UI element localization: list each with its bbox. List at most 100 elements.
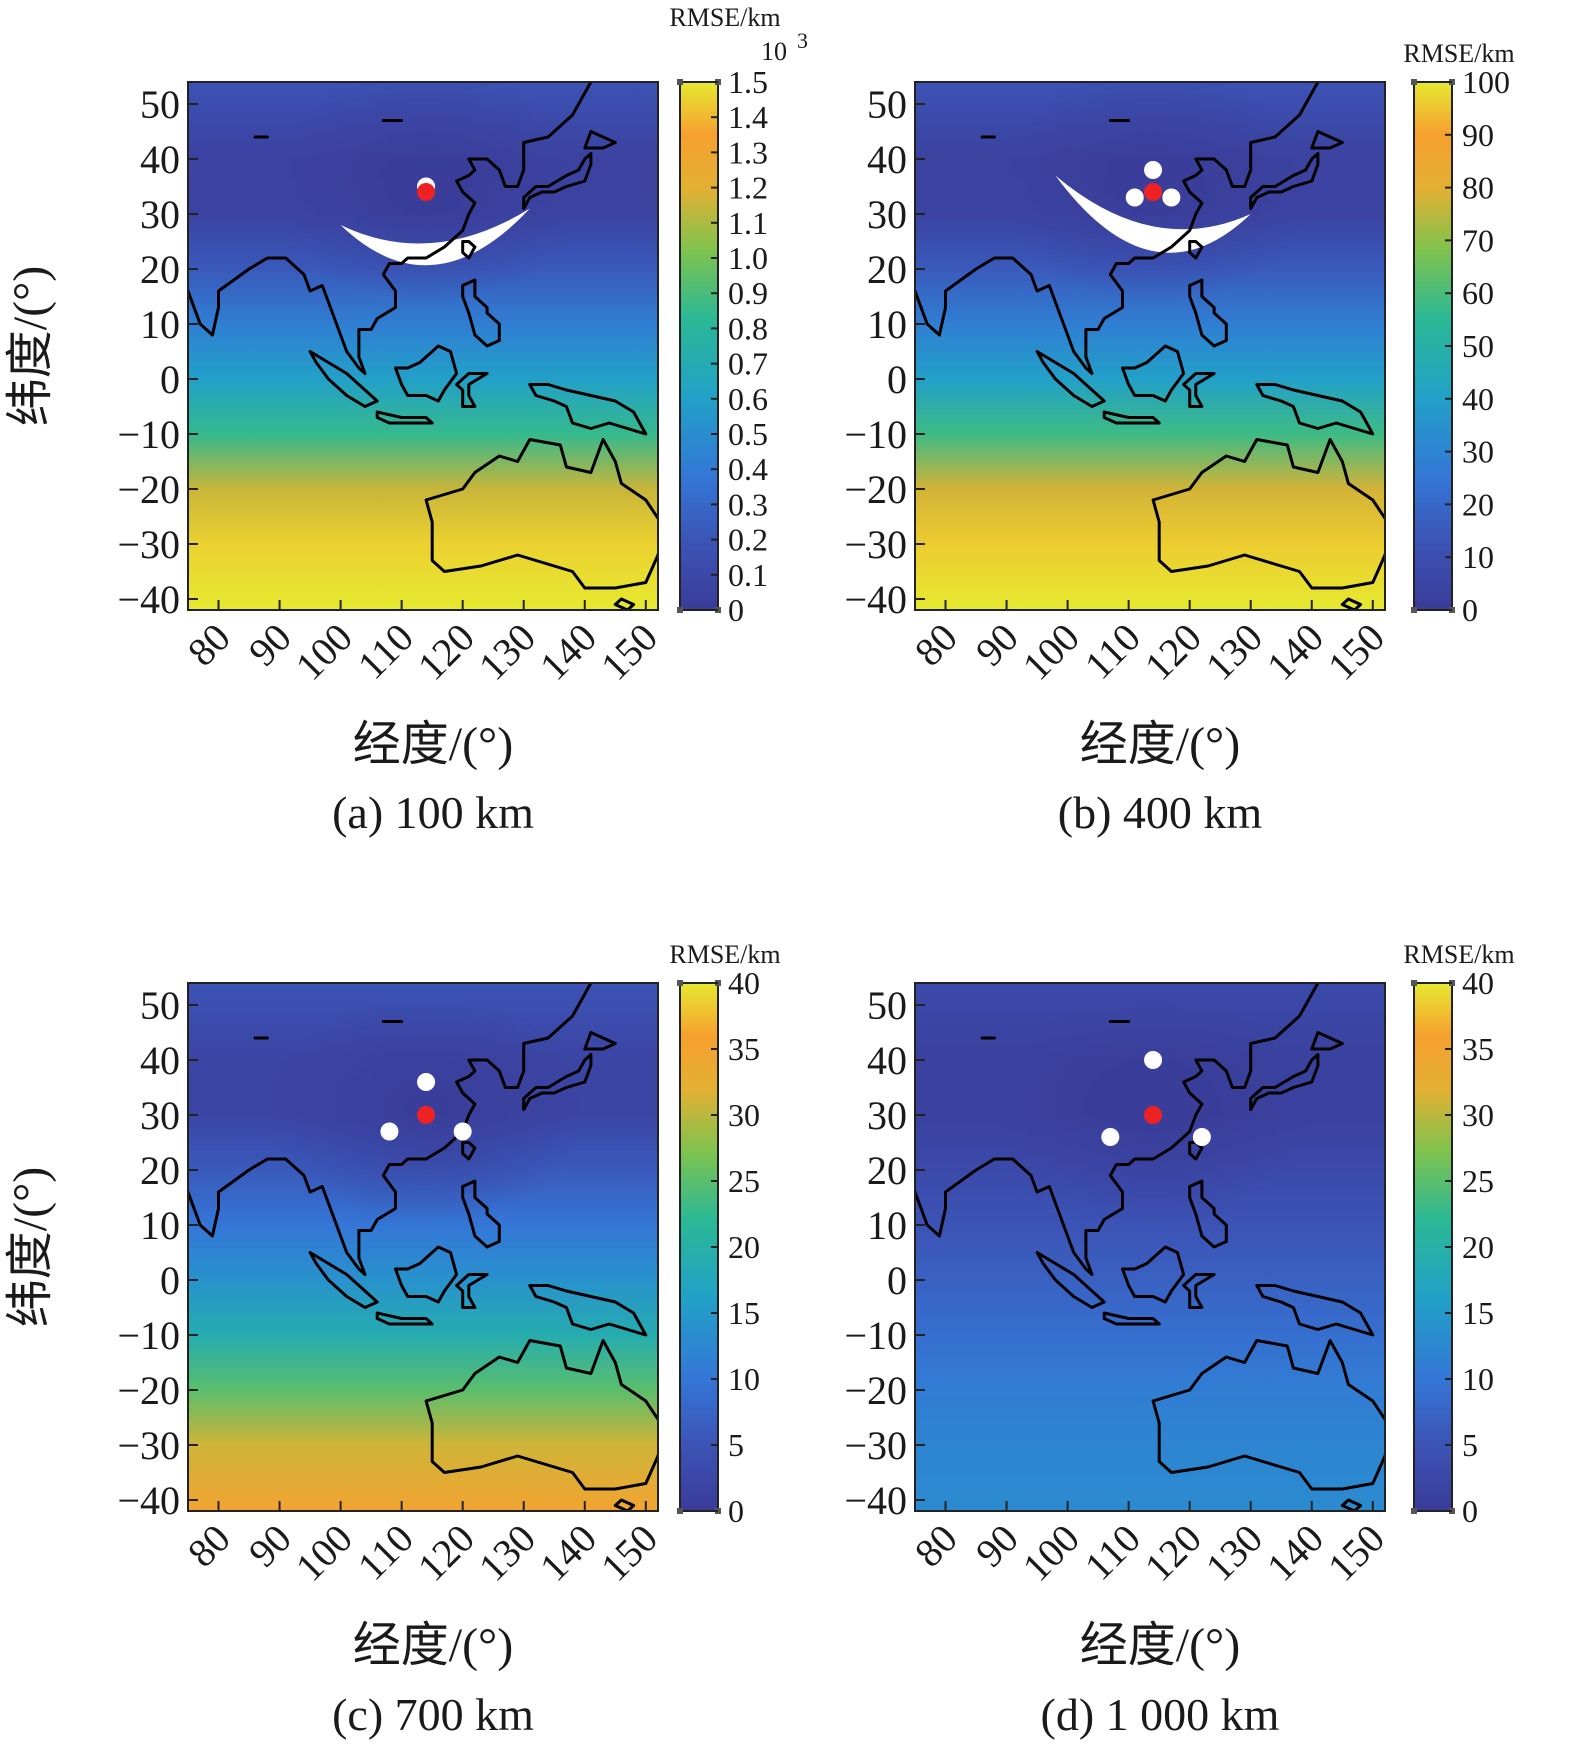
colorbar-unit-label: RMSE/km: [669, 3, 780, 32]
y-tick-label: 50: [140, 983, 180, 1028]
x-tick-label: 120: [1136, 615, 1210, 689]
y-tick-label: −20: [844, 467, 907, 512]
y-tick-label: 20: [867, 247, 907, 292]
y-axis-label: 纬度/(°): [4, 266, 57, 427]
coastline: [1035, 350, 1106, 408]
panel-caption: (a) 100 km: [332, 787, 534, 838]
colorbar-tick-label: 20: [728, 1229, 760, 1265]
y-tick-label: 0: [887, 1258, 907, 1303]
x-tick-label: 130: [1197, 615, 1271, 689]
coastline: [1188, 1179, 1228, 1249]
coastline: [375, 1311, 434, 1326]
coastline: [424, 438, 658, 590]
coastline: [1121, 344, 1186, 403]
colorbar-tick-label: 0.3: [728, 486, 768, 522]
y-tick-label: 40: [867, 1038, 907, 1083]
colorbar-tick-label: 0.7: [728, 346, 768, 382]
y-tick-label: 20: [140, 1148, 180, 1193]
coastline: [461, 278, 501, 348]
coastline: [461, 1141, 477, 1161]
y-tick-label: −20: [117, 1368, 180, 1413]
panel-c: 80 9010011012013014015050403020100−10−20−…: [4, 940, 781, 1740]
plot-frame: [914, 982, 1386, 1512]
plot-frame: [187, 982, 659, 1512]
colorbar-tick-label: 5: [1462, 1427, 1478, 1463]
colorbar-tick-label: 35: [728, 1031, 760, 1067]
coastline: [375, 410, 434, 425]
y-tick-label: −10: [844, 412, 907, 457]
coastline: [528, 1284, 648, 1337]
x-tick-label: 130: [1197, 1516, 1271, 1590]
y-tick-label: 50: [867, 983, 907, 1028]
y-tick-label: −10: [117, 1313, 180, 1358]
colorbar-tick-label: 60: [1462, 275, 1494, 311]
colorbar-tick-label: 25: [1462, 1163, 1494, 1199]
x-tick-label: 130: [470, 1516, 544, 1590]
x-axis-label: 经度/(°): [1080, 718, 1241, 771]
colorbar-tick-label: 90: [1462, 117, 1494, 153]
y-tick-label: 10: [140, 302, 180, 347]
coastline: [1188, 278, 1228, 348]
coastline: [188, 983, 593, 1276]
coastline: [522, 152, 593, 210]
y-tick-label: −30: [117, 1423, 180, 1468]
colorbar-tick-label: 10: [1462, 1361, 1494, 1397]
colorbar-tick-label: 10: [728, 1361, 760, 1397]
colorbar-tick-label: 70: [1462, 222, 1494, 258]
y-tick-label: 40: [140, 1038, 180, 1083]
colorbar-tick-label: 0.1: [728, 557, 768, 593]
coastline: [915, 82, 1320, 375]
y-tick-label: −30: [117, 522, 180, 567]
colorbar-corner: [1411, 980, 1417, 986]
x-axis-label: 经度/(°): [353, 1619, 514, 1672]
x-tick-label: 110: [349, 615, 422, 688]
x-tick-label: 90: [240, 615, 300, 675]
coastline: [1340, 597, 1363, 610]
panel-a: 80 9010011012013014015050403020100−10−20−…: [4, 3, 808, 838]
x-tick-label: 140: [531, 615, 605, 689]
x-axis-label: 经度/(°): [1080, 1619, 1241, 1672]
x-tick-label: 120: [409, 1516, 483, 1590]
coastline: [1151, 1339, 1385, 1491]
colorbar-tick-label: 0.4: [728, 451, 768, 487]
colorbar-tick-label: 0.8: [728, 310, 768, 346]
panel-caption: (c) 700 km: [332, 1689, 534, 1740]
colorbar-tick-label: 25: [728, 1163, 760, 1199]
colorbar-corner: [1411, 79, 1417, 85]
reference-station: [1144, 1051, 1163, 1069]
panel-caption: (b) 400 km: [1058, 787, 1263, 838]
coastline: [1102, 1311, 1161, 1326]
colorbar-tick-label: 40: [1462, 965, 1494, 1001]
y-tick-label: 30: [140, 1093, 180, 1138]
colorbar-tick-label: 35: [1462, 1031, 1494, 1067]
coastline: [461, 240, 477, 260]
x-tick-label: 80: [906, 615, 966, 675]
y-tick-label: −40: [844, 1478, 907, 1523]
colorbar: [679, 81, 719, 611]
reference-station: [1101, 1128, 1120, 1146]
coastline: [1182, 372, 1216, 408]
colorbar-multiplier: 10: [761, 37, 787, 66]
coastline: [1182, 1273, 1216, 1309]
coastline: [308, 1251, 379, 1309]
x-tick-label: 120: [1136, 1516, 1210, 1590]
y-tick-label: 0: [160, 357, 180, 402]
y-tick-label: 50: [867, 82, 907, 127]
colorbar-tick-label: 5: [728, 1427, 744, 1463]
x-tick-label: 150: [1319, 615, 1393, 689]
y-tick-label: 0: [160, 1258, 180, 1303]
colorbar-corner: [677, 980, 683, 986]
center-station: [1144, 183, 1163, 201]
x-tick-label: 140: [1258, 615, 1332, 689]
y-tick-label: 10: [140, 1203, 180, 1248]
coastline: [424, 1339, 658, 1491]
reference-station: [380, 1122, 399, 1141]
coastline: [308, 350, 379, 408]
coastline: [455, 1273, 489, 1309]
y-tick-label: 30: [867, 192, 907, 237]
center-station: [417, 183, 436, 201]
colorbar-tick-label: 1.0: [728, 240, 768, 276]
heatmap-field: [915, 82, 1385, 610]
coastline: [1102, 410, 1161, 425]
